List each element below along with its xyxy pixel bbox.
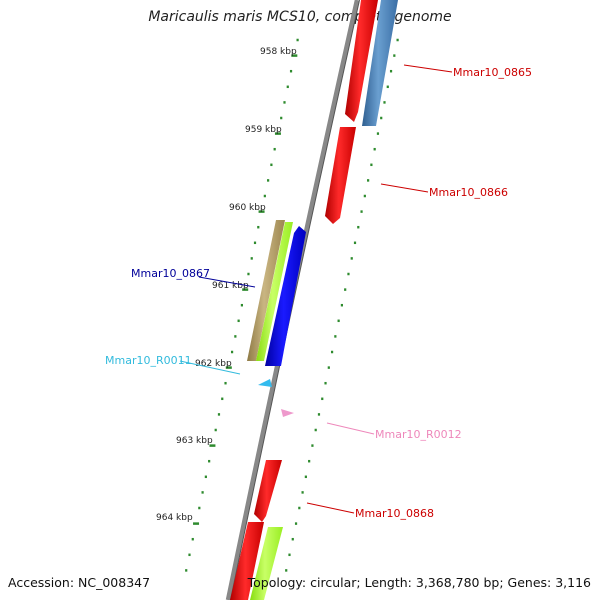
connector-0868 (306, 502, 355, 514)
ruler-left (185, 38, 299, 572)
tick-label: 962 kbp (195, 359, 232, 369)
connector-r0011 (179, 360, 241, 375)
gene-red-0865[interactable] (345, 0, 378, 122)
gene-lime-bottom[interactable] (250, 527, 283, 600)
gene-khaki[interactable] (247, 220, 285, 361)
tick-label: 963 kbp (176, 436, 213, 446)
gene-blue-0867[interactable] (265, 226, 306, 366)
ruler-right (285, 38, 399, 572)
feature-label-r0011[interactable]: Mmar10_R0011 (105, 354, 192, 367)
gene-red-0868[interactable] (254, 460, 282, 522)
connector-0866 (380, 183, 429, 193)
rna-pink-r0012[interactable] (281, 409, 294, 417)
rna-cyan-r0011[interactable] (258, 379, 272, 387)
gene-lime[interactable] (256, 222, 293, 361)
tick-label: 964 kbp (156, 513, 193, 523)
accession-text: Accession: NC_008347 (8, 575, 151, 590)
connector-r0012 (326, 422, 375, 435)
connector-0867 (198, 276, 256, 288)
feature-label-0865[interactable]: Mmar10_0865 (453, 66, 532, 79)
feature-label-0867[interactable]: Mmar10_0867 (131, 267, 210, 280)
page-title: Maricaulis maris MCS10, complete genome (148, 9, 452, 25)
tick-label: 958 kbp (260, 47, 297, 57)
tick-label: 961 kbp (212, 281, 249, 291)
genome-backbone-shadow (230, 0, 360, 600)
feature-label-0868[interactable]: Mmar10_0868 (355, 507, 434, 520)
gene-red-0866[interactable] (325, 127, 356, 224)
feature-label-r0012[interactable]: Mmar10_R0012 (375, 428, 462, 441)
topology-text: Topology: circular; Length: 3,368,780 bp… (247, 575, 591, 590)
tick-label: 960 kbp (229, 203, 266, 213)
tick-label: 959 kbp (245, 125, 282, 135)
gene-steelblue[interactable] (362, 0, 398, 126)
feature-label-0866[interactable]: Mmar10_0866 (429, 186, 508, 199)
gene-red-bottom[interactable] (230, 522, 264, 600)
connector-0865 (403, 64, 453, 73)
